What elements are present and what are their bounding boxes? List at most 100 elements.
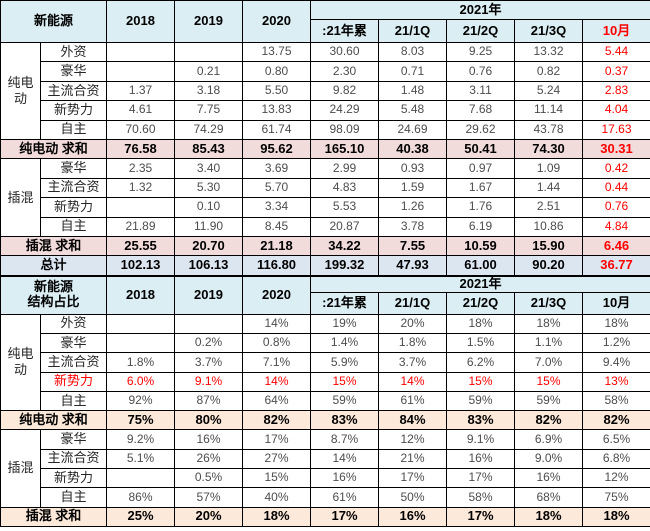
data-cell: 16% bbox=[378, 506, 448, 527]
data-cell: 16% bbox=[174, 429, 244, 450]
data-cell: 2.35 bbox=[106, 158, 176, 179]
data-cell: 80% bbox=[174, 410, 244, 431]
group-label: 插混 bbox=[0, 429, 41, 508]
data-cell: 26% bbox=[174, 448, 244, 470]
data-cell: 18% bbox=[242, 506, 312, 527]
data-cell: 15% bbox=[242, 468, 312, 489]
sum-row: 插混 求和 25% 20% 18% 17% 16% 17% 18% 18% bbox=[0, 506, 650, 527]
data-cell: 18% bbox=[582, 506, 650, 527]
sum-row: 纯电动 求和 76.58 85.43 95.62 165.10 40.38 50.41 74.… bbox=[0, 138, 650, 160]
group-label-line: 纯电 bbox=[7, 74, 34, 90]
col-subheader: 21/3Q bbox=[514, 291, 584, 315]
data-cell: 74.30 bbox=[514, 138, 584, 160]
data-cell: 7.0% bbox=[514, 352, 584, 373]
data-cell: 87% bbox=[174, 390, 244, 412]
data-cell: 1.67 bbox=[446, 177, 516, 199]
nev-sales-table-body: 纯电动外资 13.75 30.60 8.03 9.25 13.32 5.44 豪华 0.21 0.… bbox=[0, 41, 650, 276]
data-cell: 3.7% bbox=[174, 352, 244, 373]
data-cell: 13.32 bbox=[514, 41, 584, 63]
data-cell: 40% bbox=[242, 487, 312, 508]
col-header-2021-group: 2021年 bbox=[310, 275, 650, 293]
data-cell: 0.21 bbox=[174, 61, 244, 82]
row-label: 自主 bbox=[39, 216, 108, 237]
col-header-2020: 2020 bbox=[242, 0, 312, 43]
table-title-line: 新能源 bbox=[34, 279, 74, 295]
col-subheader: 21/1Q bbox=[378, 19, 448, 43]
table-row: 新势力 4.61 7.75 13.83 24.29 5.48 7.68 11.14 4.04 bbox=[1, 100, 650, 121]
data-cell: 21.18 bbox=[242, 235, 312, 257]
data-cell: 7.1% bbox=[242, 352, 312, 373]
data-cell: 76.58 bbox=[106, 138, 176, 160]
data-cell: 12% bbox=[378, 429, 448, 450]
data-cell: 3.11 bbox=[446, 80, 516, 102]
data-cell: 5.53 bbox=[310, 197, 380, 218]
group-label-line: 插混 bbox=[7, 460, 34, 476]
data-cell: 17% bbox=[446, 468, 516, 489]
nev-share-table: 新能源 结构占比 2018 2019 2020 2021年:21年累 21/1Q 21/2Q 2… bbox=[0, 275, 650, 527]
data-cell: 8.45 bbox=[242, 216, 312, 237]
table-row: 主流合资 5.1% 26% 27% 14% 21% 16% 9.0% 6.8% bbox=[1, 448, 650, 470]
data-cell: 4.04 bbox=[582, 100, 650, 121]
col-subheader: 21/1Q bbox=[378, 291, 448, 315]
data-cell: 11.90 bbox=[174, 216, 244, 237]
data-cell: 21.89 bbox=[106, 216, 176, 237]
data-cell: 7.55 bbox=[378, 235, 448, 257]
data-cell: 15% bbox=[446, 371, 516, 392]
data-cell: 18% bbox=[582, 313, 650, 334]
data-cell bbox=[106, 41, 176, 63]
data-cell: 9.82 bbox=[310, 80, 380, 102]
nev-sales-table-header: 新能源 2018 2019 2020 2021年:21年累 21/1Q 21/2Q 21/3Q… bbox=[0, 0, 650, 43]
data-cell: 17% bbox=[242, 429, 312, 450]
data-cell: 7.75 bbox=[174, 100, 244, 121]
data-cell: 16% bbox=[514, 468, 584, 489]
data-cell: 61% bbox=[378, 390, 448, 412]
data-cell: 17% bbox=[310, 506, 380, 527]
data-cell: 24.29 bbox=[310, 100, 380, 121]
data-cell: 86% bbox=[106, 487, 176, 508]
header-row-years: 新能源 结构占比 2018 2019 2020 2021年 bbox=[0, 275, 650, 315]
data-cell: 92% bbox=[106, 390, 176, 412]
data-cell: 0.8% bbox=[242, 332, 312, 354]
data-cell: 2.30 bbox=[310, 61, 380, 82]
data-cell: 75% bbox=[582, 487, 650, 508]
data-cell: 11.14 bbox=[514, 100, 584, 121]
table-row: 插混 豪华 9.2% 16% 17% 8.7% 12% 9.1% 6.9% 6.5% bbox=[0, 429, 650, 508]
data-cell: 61.00 bbox=[446, 255, 516, 276]
data-cell: 27% bbox=[242, 448, 312, 470]
data-cell: 0.10 bbox=[174, 197, 244, 218]
table-title: 新能源 结构占比 bbox=[0, 275, 108, 315]
data-cell bbox=[106, 468, 176, 489]
data-cell: 68% bbox=[514, 487, 584, 508]
nev-share-table-header: 新能源 结构占比 2018 2019 2020 2021年:21年累 21/1Q 21/2Q 2… bbox=[0, 275, 650, 315]
data-cell: 9.0% bbox=[514, 448, 584, 470]
data-cell: 6.5% bbox=[582, 429, 650, 450]
data-cell: 116.80 bbox=[242, 255, 312, 276]
row-label: 豪华 bbox=[39, 332, 108, 354]
data-cell bbox=[106, 197, 176, 218]
data-cell: 4.61 bbox=[106, 100, 176, 121]
data-cell: 58% bbox=[446, 487, 516, 508]
data-cell: 6.19 bbox=[446, 216, 516, 237]
data-cell: 30.31 bbox=[582, 138, 650, 160]
header-row-periods: :21年累 21/1Q 21/2Q 21/3Q 10月 bbox=[1, 291, 650, 315]
data-cell: 5.1% bbox=[106, 448, 176, 470]
table-row: 新势力 6.0% 9.1% 14% 15% 14% 15% 15% 13% bbox=[1, 371, 650, 392]
data-cell: 70.60 bbox=[106, 119, 176, 140]
data-cell: 58% bbox=[582, 390, 650, 412]
data-cell: 59% bbox=[310, 390, 380, 412]
data-cell: 18% bbox=[514, 506, 584, 527]
data-cell: 82% bbox=[582, 410, 650, 431]
data-cell: 1.76 bbox=[446, 197, 516, 218]
data-cell: 59% bbox=[446, 390, 516, 412]
total-row: 总计 102.13 106.13 116.80 199.32 47.93 61.00 90.2… bbox=[0, 255, 650, 276]
data-cell bbox=[174, 41, 244, 63]
table-title-line: 结构占比 bbox=[27, 294, 80, 310]
data-cell: 4.84 bbox=[582, 216, 650, 237]
data-cell: 2.99 bbox=[310, 158, 380, 179]
table-row: 主流合资 1.32 5.30 5.70 4.83 1.59 1.67 1.44 0.44 bbox=[1, 177, 650, 199]
data-cell: 0.76 bbox=[446, 61, 516, 82]
data-cell: 82% bbox=[514, 410, 584, 431]
data-cell: 1.26 bbox=[378, 197, 448, 218]
row-label: 新势力 bbox=[39, 468, 108, 489]
sum-row: 纯电动 求和 75% 80% 82% 83% 84% 83% 82% 82% bbox=[0, 410, 650, 431]
